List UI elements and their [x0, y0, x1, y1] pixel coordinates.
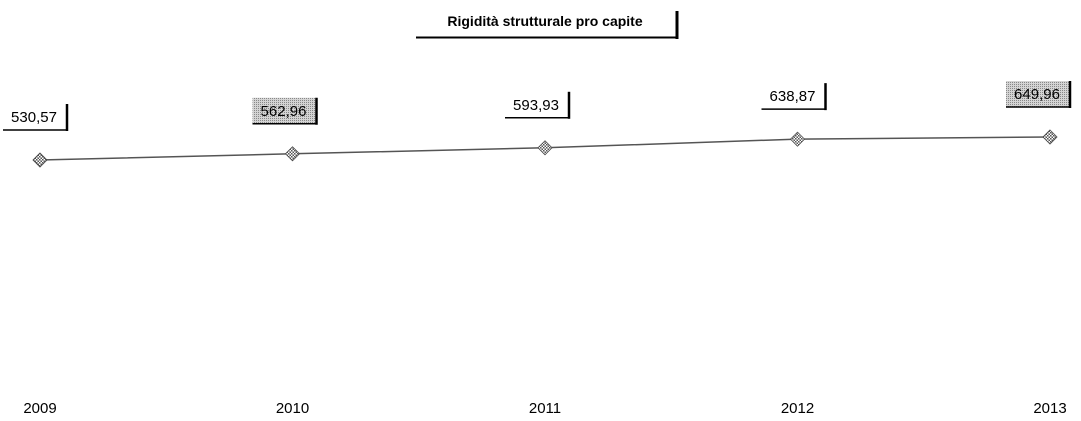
data-label-text: 649,96 — [1014, 86, 1060, 103]
data-label-box — [1006, 81, 1070, 107]
data-label-text: 530,57 — [11, 109, 57, 126]
data-label: 593,93 — [505, 91, 571, 119]
data-point-marker — [32, 152, 48, 168]
chart-title-box — [416, 9, 678, 37]
data-label: 649,96 — [1006, 81, 1072, 108]
data-label-box — [761, 83, 826, 110]
chart-title: Rigidità strutturale pro capite — [416, 9, 679, 39]
x-tick-label: 2009 — [23, 400, 56, 417]
x-tick-label: 2012 — [781, 400, 814, 417]
data-label-box — [252, 97, 317, 124]
plot-area: 530,57 2009 562,96 2010 593,93 2011 638,87 2012… — [3, 81, 1072, 417]
data-label: 638,87 — [761, 83, 827, 111]
data-point-marker — [284, 146, 301, 162]
data-label: 530,57 — [3, 104, 69, 131]
data-label: 562,96 — [252, 97, 318, 125]
chart-title-text: Rigidità strutturale pro capite — [447, 13, 642, 29]
data-label-text: 593,93 — [513, 97, 559, 114]
data-label-box — [505, 91, 569, 118]
data-label-text: 638,87 — [770, 88, 816, 105]
data-label-text: 562,96 — [261, 103, 307, 120]
data-point-marker — [789, 131, 806, 147]
data-label-box — [3, 104, 67, 130]
x-tick-label: 2010 — [276, 400, 309, 417]
data-point-marker — [537, 140, 553, 156]
x-tick-label: 2013 — [1033, 400, 1066, 417]
data-point-marker — [1042, 129, 1058, 145]
x-tick-label: 2011 — [529, 400, 561, 417]
